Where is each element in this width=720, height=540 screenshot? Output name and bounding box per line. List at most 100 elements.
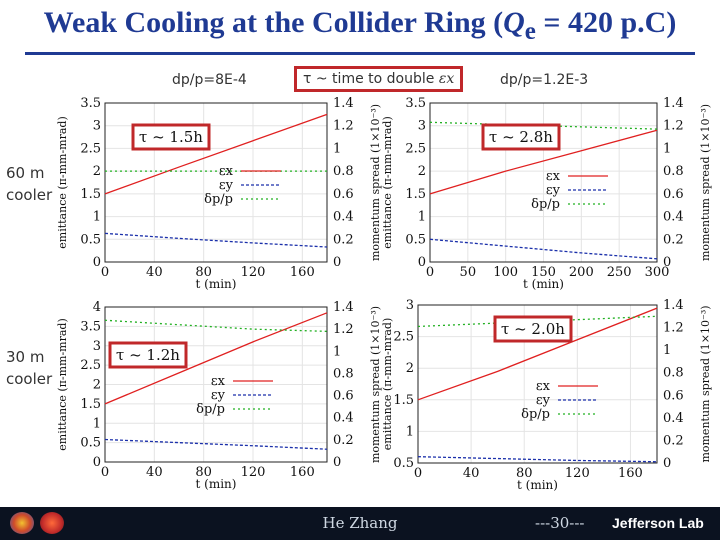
legend-label: εy: [219, 178, 234, 193]
x-tick-label: 150: [531, 265, 556, 280]
x-tick-label: 120: [565, 466, 590, 481]
y2-tick-label: 1: [333, 344, 341, 359]
chart-30m-right: 0.5 1 1.5 2 2.5 3 0 0.2 0.4 0.6 0.8 1 1.2 1.4 0 40 80 120…: [381, 298, 712, 492]
y2-tick-label: 1: [663, 343, 671, 358]
y2-axis-label: momentum spread (1×10⁻³): [369, 306, 382, 463]
y-axis-label: emittance (π-mm-mrad): [381, 318, 394, 451]
y-tick-label: 0.5: [80, 232, 101, 247]
y-tick-label: 0.5: [393, 456, 414, 471]
x-tick-label: 250: [607, 265, 632, 280]
y-tick-label: 1: [406, 424, 414, 439]
y-tick-label: 1.5: [80, 187, 101, 202]
y-tick-label: 0: [93, 255, 101, 270]
series-line-ey: [104, 232, 328, 248]
x-axis-label: t (min): [517, 478, 558, 492]
y2-tick-label: 1.2: [333, 322, 354, 337]
tau-box: [108, 341, 188, 369]
x-tick-label: 80: [195, 465, 212, 480]
plot-frame: [417, 304, 658, 464]
x-tick-label: 160: [290, 265, 315, 280]
y2-tick-label: 1.2: [663, 321, 684, 336]
y-tick-label: 2.5: [80, 358, 101, 373]
y2-axis-label: momentum spread (1×10⁻³): [699, 104, 712, 261]
legend-label: εx: [211, 374, 226, 389]
x-tick-label: 100: [493, 265, 518, 280]
y-tick-label: 3.5: [80, 96, 101, 111]
chart-60m-right: 0 0.5 1 1.5 2 2.5 3 3.5 0 0.2 0.4 0.6 0.8 1 1.2 1.4 0 50 1…: [381, 96, 712, 291]
plot-frame: [104, 306, 328, 463]
y2-tick-label: 0: [333, 255, 341, 270]
y2-tick-label: 1.4: [333, 300, 354, 315]
row-label-60m: 60 m cooler: [6, 164, 53, 204]
y2-tick-label: 0.6: [663, 388, 684, 403]
y-tick-label: 3: [406, 298, 414, 313]
y-tick-label: 1: [93, 416, 101, 431]
tau-definition-callout: τ ~ time to double εx: [294, 66, 464, 92]
x-tick-label: 0: [101, 265, 109, 280]
legend-label: δp/p: [521, 407, 550, 422]
y2-tick-label: 1.2: [663, 119, 684, 134]
y2-tick-label: 0: [663, 456, 671, 471]
jsa-logo-icon: [40, 512, 64, 534]
y-tick-label: 0.5: [405, 232, 426, 247]
y2-tick-label: 0.2: [663, 232, 684, 247]
series-line-ex: [429, 129, 658, 195]
footer-page: ---30---: [535, 514, 585, 532]
series-line-ex: [104, 113, 328, 195]
y2-axis-label: momentum spread (1×10⁻³): [369, 104, 382, 261]
x-tick-label: 40: [146, 465, 163, 480]
legend-label: δp/p: [531, 197, 560, 212]
y2-tick-label: 1.4: [663, 96, 684, 111]
legend-label: εx: [219, 164, 234, 179]
row-label-30m: 30 m cooler: [6, 348, 53, 388]
y-tick-label: 3: [93, 339, 101, 354]
y2-tick-label: 0: [333, 455, 341, 470]
x-tick-label: 120: [241, 465, 266, 480]
y-axis-label: emittance (π-mm-mrad): [56, 116, 69, 249]
doe-logo-icon: [10, 512, 34, 534]
y2-tick-label: 0.6: [663, 187, 684, 202]
x-axis-label: t (min): [196, 277, 237, 290]
y-tick-label: 1: [93, 210, 101, 225]
plot-frame: [429, 102, 658, 263]
series-line-ey: [429, 238, 658, 260]
y2-tick-label: 0.4: [663, 210, 684, 225]
x-tick-label: 120: [241, 265, 266, 280]
y-tick-label: 1.5: [393, 393, 414, 408]
x-tick-label: 0: [101, 465, 109, 480]
y-tick-label: 1: [418, 210, 426, 225]
y2-tick-label: 0.4: [663, 411, 684, 426]
y-tick-label: 1.5: [80, 397, 101, 412]
slide-title: Weak Cooling at the Collider Ring (Qe = …: [43, 6, 677, 45]
y-tick-label: 3: [93, 119, 101, 134]
y2-tick-label: 0.8: [663, 366, 684, 381]
legend-label: εx: [536, 379, 551, 394]
x-axis-label: t (min): [196, 477, 237, 491]
footer-author: He Zhang: [322, 514, 398, 532]
tau-label: τ ~ 2.8h: [489, 128, 553, 146]
y2-tick-label: 0.8: [663, 164, 684, 179]
x-tick-label: 40: [463, 466, 480, 481]
series-line-ex: [417, 307, 658, 401]
y-axis-label: emittance (π-mm-mrad): [56, 318, 69, 451]
tau-box: [481, 123, 561, 151]
y-tick-label: 4: [93, 300, 101, 315]
dp-label-right: dp/p=1.2E-3: [500, 72, 589, 88]
y-tick-label: 2: [418, 164, 426, 179]
y2-tick-label: 0.2: [663, 433, 684, 448]
jefferson-lab-logo: Jefferson Lab: [612, 515, 704, 531]
y2-tick-label: 1.4: [663, 298, 684, 313]
y2-tick-label: 0.4: [333, 411, 354, 426]
series-line-dp: [104, 319, 328, 333]
x-tick-label: 50: [460, 265, 477, 280]
tau-box: [493, 315, 573, 343]
x-tick-label: 80: [195, 265, 212, 280]
y-tick-label: 3.5: [405, 96, 426, 111]
y2-tick-label: 0: [663, 255, 671, 270]
y2-tick-label: 1.4: [333, 96, 354, 111]
legend-label: εy: [536, 393, 551, 408]
series-line-ex: [104, 312, 328, 405]
title-underline: [25, 52, 695, 55]
y-tick-label: 2.5: [80, 141, 101, 156]
